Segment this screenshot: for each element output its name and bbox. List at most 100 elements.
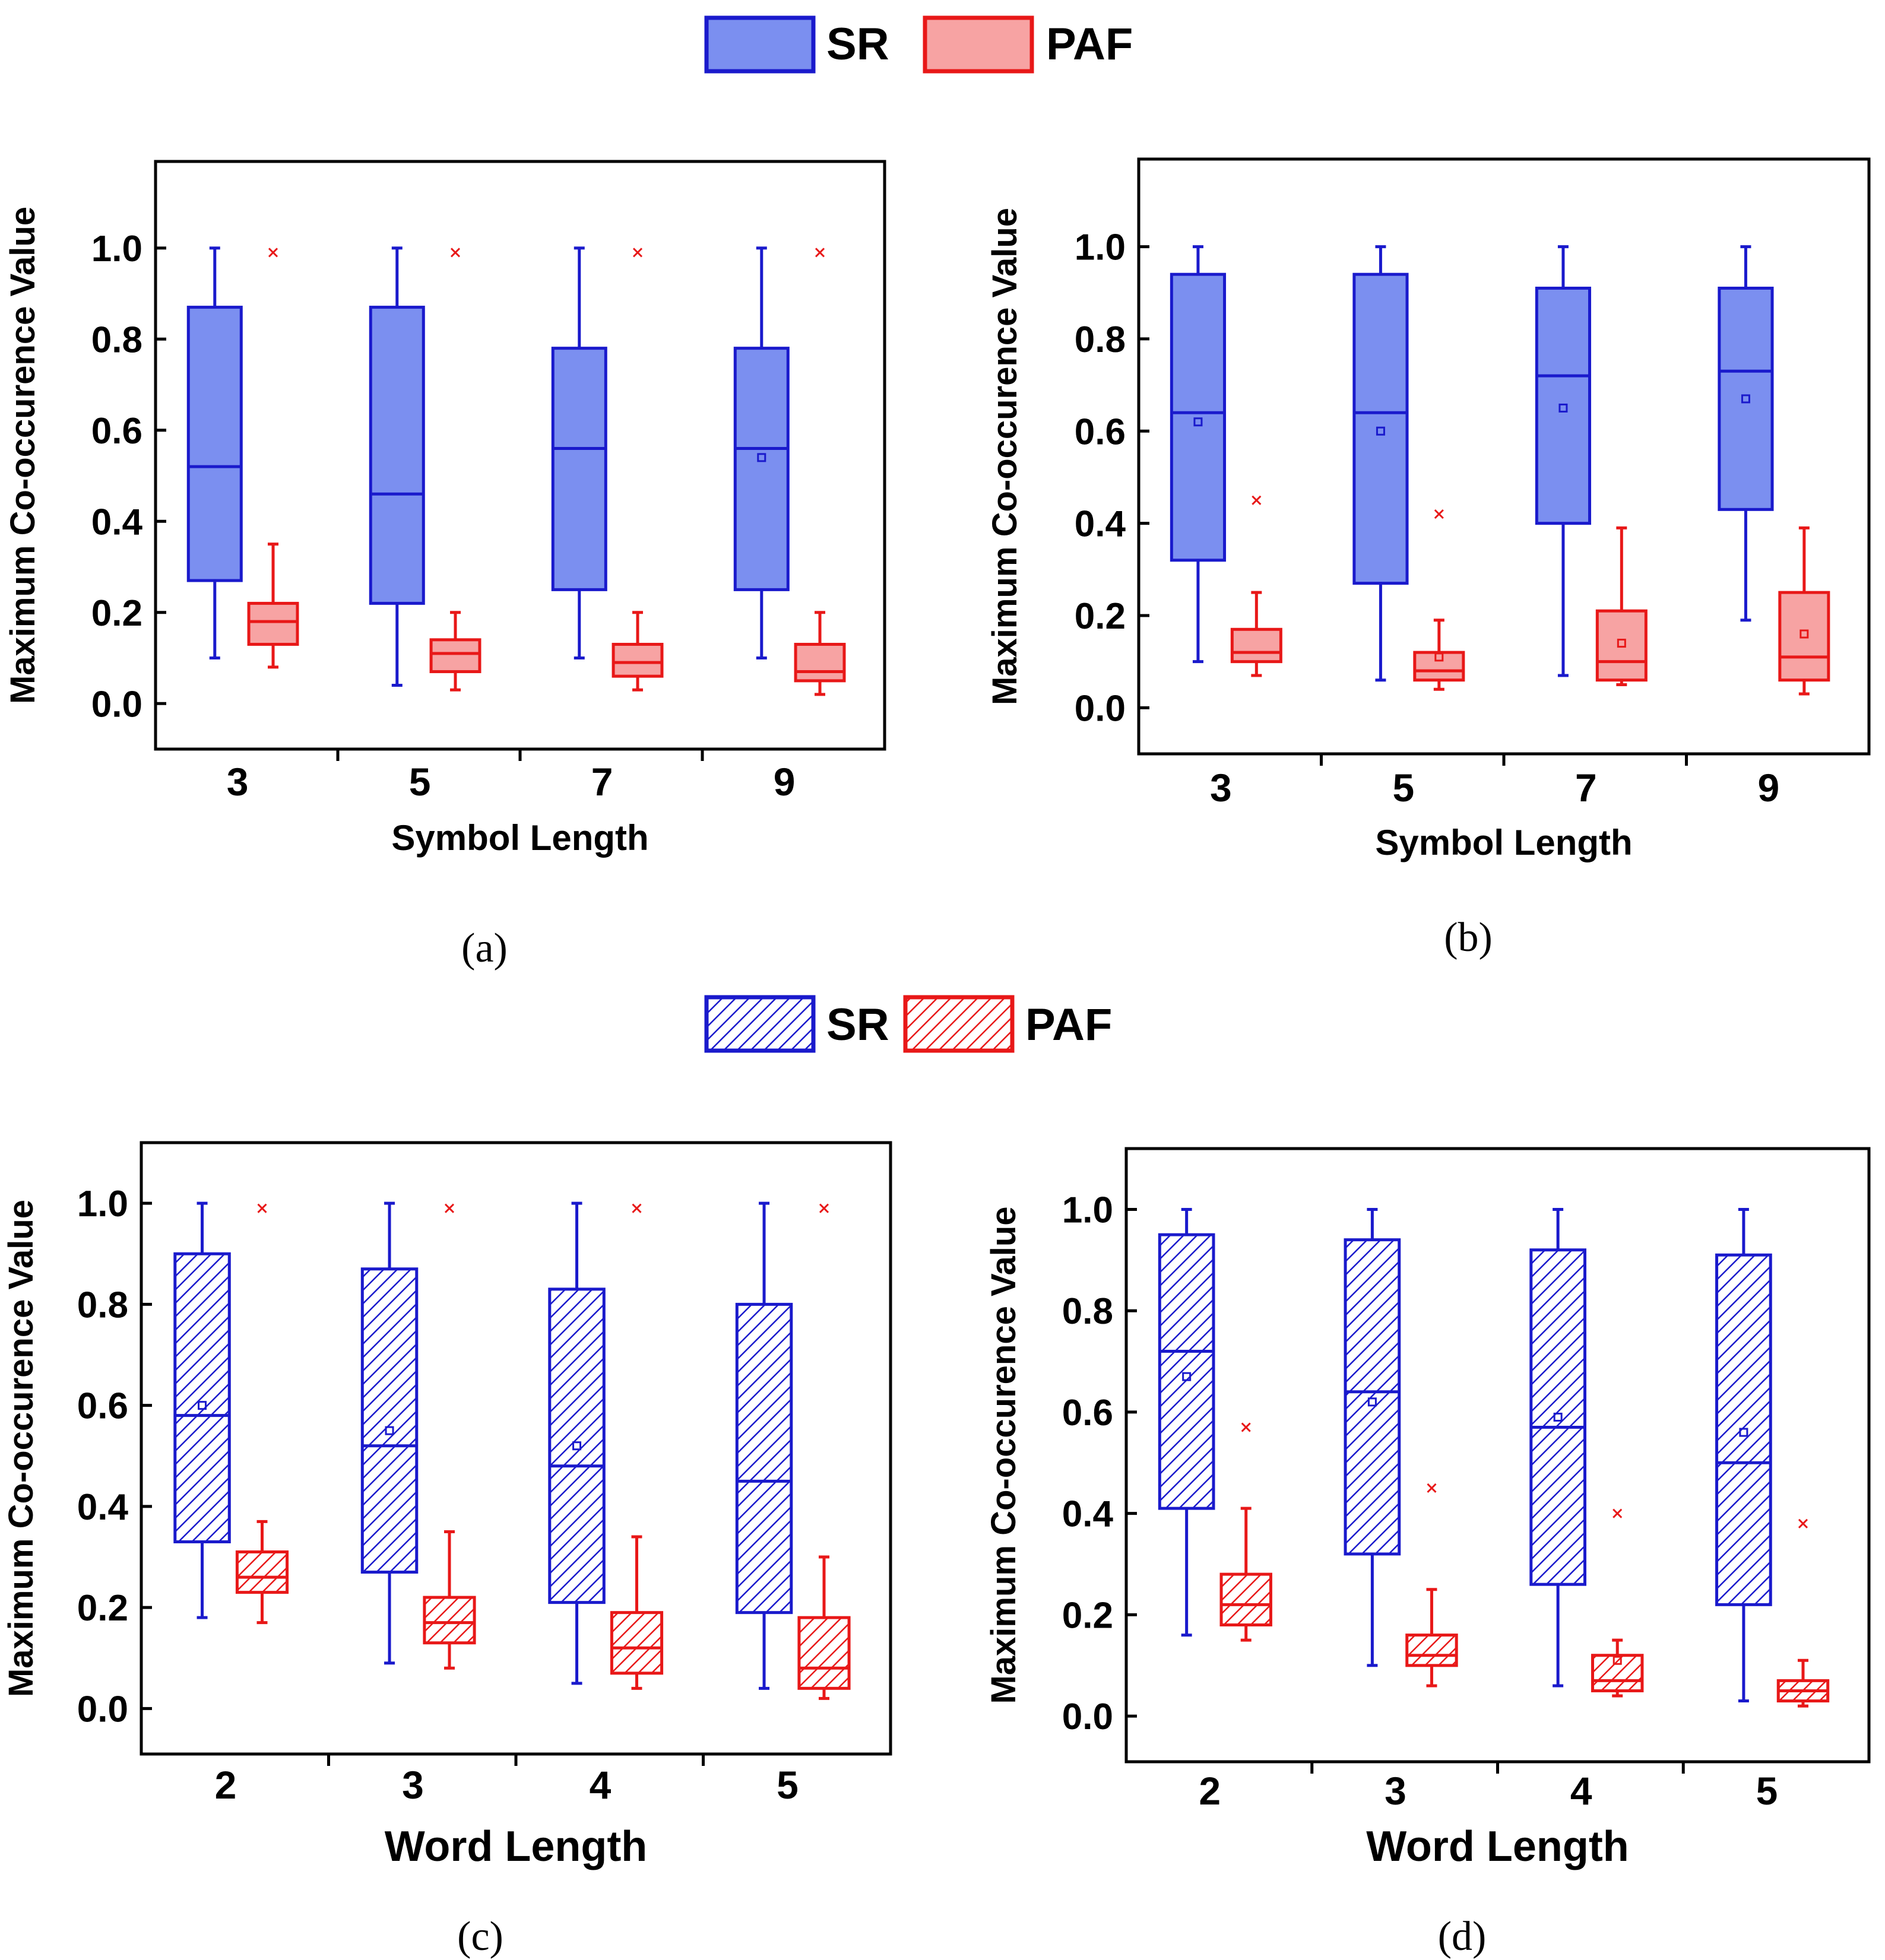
box-body	[735, 1302, 793, 1615]
x-category-label: 4	[590, 1763, 612, 1807]
x-category-label: 2	[1199, 1769, 1221, 1813]
box-body	[1529, 1248, 1586, 1586]
outlier-marker	[632, 248, 643, 258]
mean-marker	[385, 1426, 394, 1435]
y-tick-label: 1.0	[91, 229, 142, 269]
box-sr-3	[360, 1201, 419, 1665]
y-axis-title: Maximum Co-occurence Value	[4, 207, 42, 704]
y-tick-label: 0.4	[1062, 1494, 1114, 1535]
legend-top-swatch-paf	[923, 15, 1034, 74]
box-paf-3	[1405, 1483, 1458, 1688]
y-tick-label: 0.6	[91, 411, 142, 452]
mean-marker	[1193, 417, 1203, 427]
mean-marker	[1367, 1397, 1377, 1407]
x-category-label: 5	[409, 760, 431, 804]
x-category-label: 5	[1756, 1769, 1778, 1813]
box-body	[1718, 286, 1774, 511]
x-axis-title: Symbol Length	[391, 818, 648, 858]
legend-top: SR PAF	[704, 15, 1133, 74]
box-sr-7	[1535, 245, 1592, 677]
box-paf-7	[612, 248, 664, 692]
outlier-marker	[1241, 1422, 1251, 1432]
box-paf-5	[1413, 509, 1465, 691]
box-paf-5	[797, 1203, 851, 1700]
box-paf-9	[1778, 526, 1830, 696]
box-body	[423, 1596, 476, 1645]
box-body	[1591, 1654, 1644, 1692]
box-paf-2	[1219, 1422, 1272, 1642]
box-body	[610, 1611, 664, 1675]
box-body	[1170, 272, 1227, 562]
outlier-marker	[1612, 1508, 1623, 1518]
box-paf-3	[247, 248, 299, 669]
x-category-label: 5	[1393, 766, 1415, 810]
panel-label: (c)	[457, 1914, 503, 1959]
outlier-marker	[1434, 509, 1444, 519]
mean-marker	[198, 1401, 207, 1410]
box-sr-2	[173, 1201, 231, 1619]
box-body	[186, 306, 243, 582]
y-tick-label: 0.6	[1062, 1393, 1113, 1433]
box-body	[1219, 1572, 1272, 1626]
box-body	[429, 638, 481, 674]
box-sr-5	[1715, 1207, 1772, 1703]
y-tick-label: 0.0	[1075, 688, 1126, 729]
mean-marker	[1182, 1372, 1192, 1381]
legend-middle-label-paf: PAF	[1025, 1000, 1112, 1050]
y-tick-label: 0.8	[91, 319, 142, 360]
y-tick-label: 1.0	[1062, 1190, 1113, 1230]
y-tick-label: 0.0	[1062, 1696, 1113, 1737]
outlier-marker	[450, 248, 461, 258]
outlier-marker	[819, 1203, 829, 1213]
box-body	[235, 1550, 289, 1594]
y-tick-label: 0.4	[77, 1487, 129, 1528]
x-category-label: 7	[591, 760, 613, 804]
box-body	[1352, 272, 1409, 585]
box-sr-7	[551, 246, 607, 660]
box-sr-5	[1352, 245, 1409, 682]
panel-b: 0.0 0.2 0.4 0.6 0.8 1.0 3 5 7 9 Symbol Length Maxim…	[986, 157, 1871, 960]
panel-d: 0.0 0.2 0.4 0.6 0.8 1.0 2 3 4 5 Word Length Maximum…	[984, 1147, 1871, 1959]
box-body	[612, 642, 664, 678]
mean-marker	[1434, 652, 1444, 662]
box-sr-9	[1718, 245, 1774, 622]
mean-marker	[1558, 403, 1568, 413]
mean-marker	[757, 453, 766, 462]
outlier-marker	[257, 1203, 267, 1213]
x-category-label: 3	[1210, 766, 1232, 810]
box-sr-3	[1170, 245, 1227, 664]
legend-top-label-sr: SR	[826, 19, 889, 69]
x-axis-title: Word Length	[1366, 1823, 1629, 1870]
y-tick-label: 0.8	[77, 1285, 128, 1325]
panel-label: (b)	[1444, 915, 1493, 960]
panel-label: (a)	[461, 925, 508, 971]
box-paf-3	[423, 1203, 476, 1670]
x-category-label: 2	[215, 1763, 237, 1807]
box-paf-2	[235, 1203, 289, 1625]
box-sr-9	[733, 246, 790, 660]
legend-top-label-paf: PAF	[1046, 19, 1133, 69]
x-category-label: 7	[1575, 766, 1597, 810]
mean-marker	[1739, 1428, 1748, 1437]
box-sr-5	[369, 246, 425, 687]
legend-middle-swatch-sr	[704, 995, 816, 1053]
panel-c: 0.0 0.2 0.4 0.6 0.8 1.0 2 3 4 5 Word Length Maximum…	[2, 1141, 892, 1959]
box-body	[369, 306, 425, 605]
x-category-label: 3	[227, 760, 249, 804]
box-sr-5	[735, 1201, 793, 1690]
y-axis-title: Maximum Co-occurence Value	[2, 1200, 40, 1697]
y-tick-label: 0.2	[1062, 1595, 1113, 1636]
box-body	[1158, 1233, 1215, 1510]
box-body	[360, 1267, 419, 1574]
box-body	[548, 1287, 606, 1604]
legend-top-swatch-sr	[704, 15, 816, 74]
y-tick-label: 0.0	[77, 1689, 128, 1730]
box-paf-4	[610, 1203, 664, 1690]
x-category-label: 5	[777, 1763, 799, 1807]
mean-marker	[1800, 629, 1809, 639]
mean-marker	[1741, 394, 1750, 404]
box-sr-4	[1529, 1207, 1586, 1688]
outlier-marker	[268, 248, 278, 258]
box-sr-3	[186, 246, 243, 660]
box-body	[797, 1616, 851, 1690]
